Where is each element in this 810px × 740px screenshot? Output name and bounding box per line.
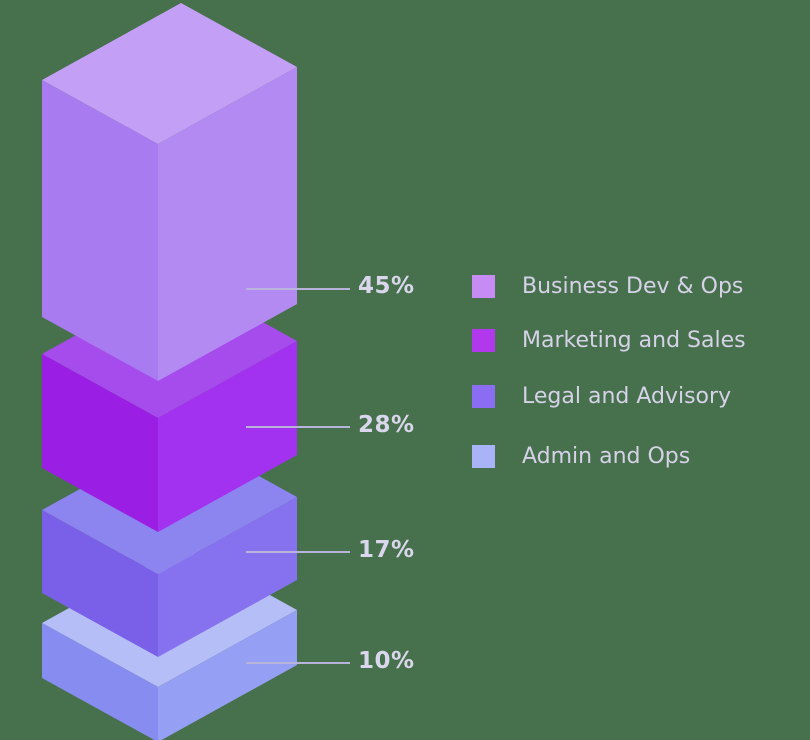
value-label-business-dev-ops: 45%	[358, 273, 415, 299]
legend-label: Legal and Advisory	[522, 384, 732, 409]
face-left	[42, 80, 158, 381]
legend-swatch	[472, 329, 495, 352]
legend-item-legal-and-advisory: Legal and Advisory	[472, 385, 731, 408]
value-label-marketing-and-sales: 28%	[358, 412, 415, 438]
face-left	[42, 623, 158, 740]
legend-label: Business Dev & Ops	[522, 274, 744, 299]
legend-label: Admin and Ops	[522, 444, 691, 469]
face-right	[158, 341, 297, 532]
legend-swatch	[472, 275, 495, 298]
face-left	[42, 354, 158, 532]
face-right	[158, 610, 297, 740]
legend-item-business-dev-ops: Business Dev & Ops	[472, 275, 743, 298]
face-left	[42, 510, 158, 657]
legend-item-admin-and-ops: Admin and Ops	[472, 445, 690, 468]
legend-label: Marketing and Sales	[522, 328, 746, 353]
legend-item-marketing-and-sales: Marketing and Sales	[472, 329, 746, 352]
face-right	[158, 67, 297, 381]
stack-segment-business-dev-ops	[42, 3, 297, 381]
value-label-admin-and-ops: 10%	[358, 648, 415, 674]
value-label-legal-and-advisory: 17%	[358, 537, 415, 563]
face-top	[42, 3, 297, 144]
legend-swatch	[472, 385, 495, 408]
face-right	[158, 497, 297, 657]
legend-swatch	[472, 445, 495, 468]
